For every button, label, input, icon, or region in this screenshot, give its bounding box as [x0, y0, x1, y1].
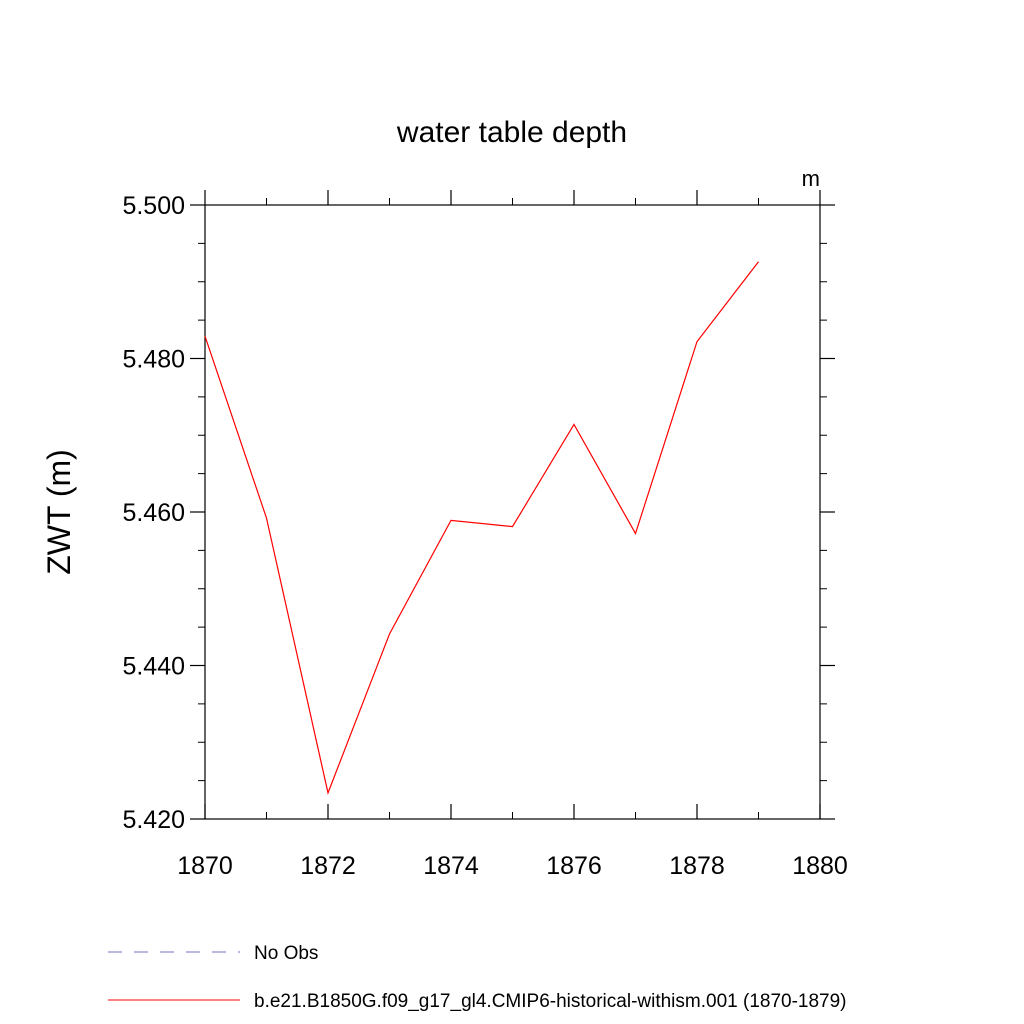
plot-frame [204, 204, 821, 820]
chart-title: water table depth [396, 116, 627, 149]
axis-ticks [190, 190, 835, 820]
units-label: m [802, 166, 820, 191]
y-tick-labels: 5.420 5.440 5.460 5.480 5.500 [122, 192, 185, 834]
x-tick-label: 1874 [423, 852, 479, 880]
x-tick-label: 1880 [792, 852, 848, 880]
x-tick-label: 1872 [300, 852, 356, 880]
x-tick-label: 1870 [177, 852, 233, 880]
series-group [204, 261, 759, 795]
y-tick-label: 5.460 [122, 499, 185, 527]
legend: No Obs b.e21.B1850G.f09_g17_gl4.CMIP6-his… [108, 943, 847, 1012]
x-tick-label: 1878 [669, 852, 725, 880]
y-axis-label: ZWT (m) [41, 449, 77, 575]
y-tick-label: 5.420 [122, 806, 185, 834]
legend-label: No Obs [254, 943, 318, 964]
y-tick-label: 5.480 [122, 346, 185, 374]
y-tick-label: 5.440 [122, 653, 185, 681]
y-tick-label: 5.500 [122, 192, 185, 220]
x-tick-labels: 1870 1872 1874 1876 1878 1880 [177, 852, 848, 880]
series-line [204, 261, 759, 795]
x-tick-label: 1876 [546, 852, 602, 880]
legend-label: b.e21.B1850G.f09_g17_gl4.CMIP6-historica… [254, 991, 847, 1012]
